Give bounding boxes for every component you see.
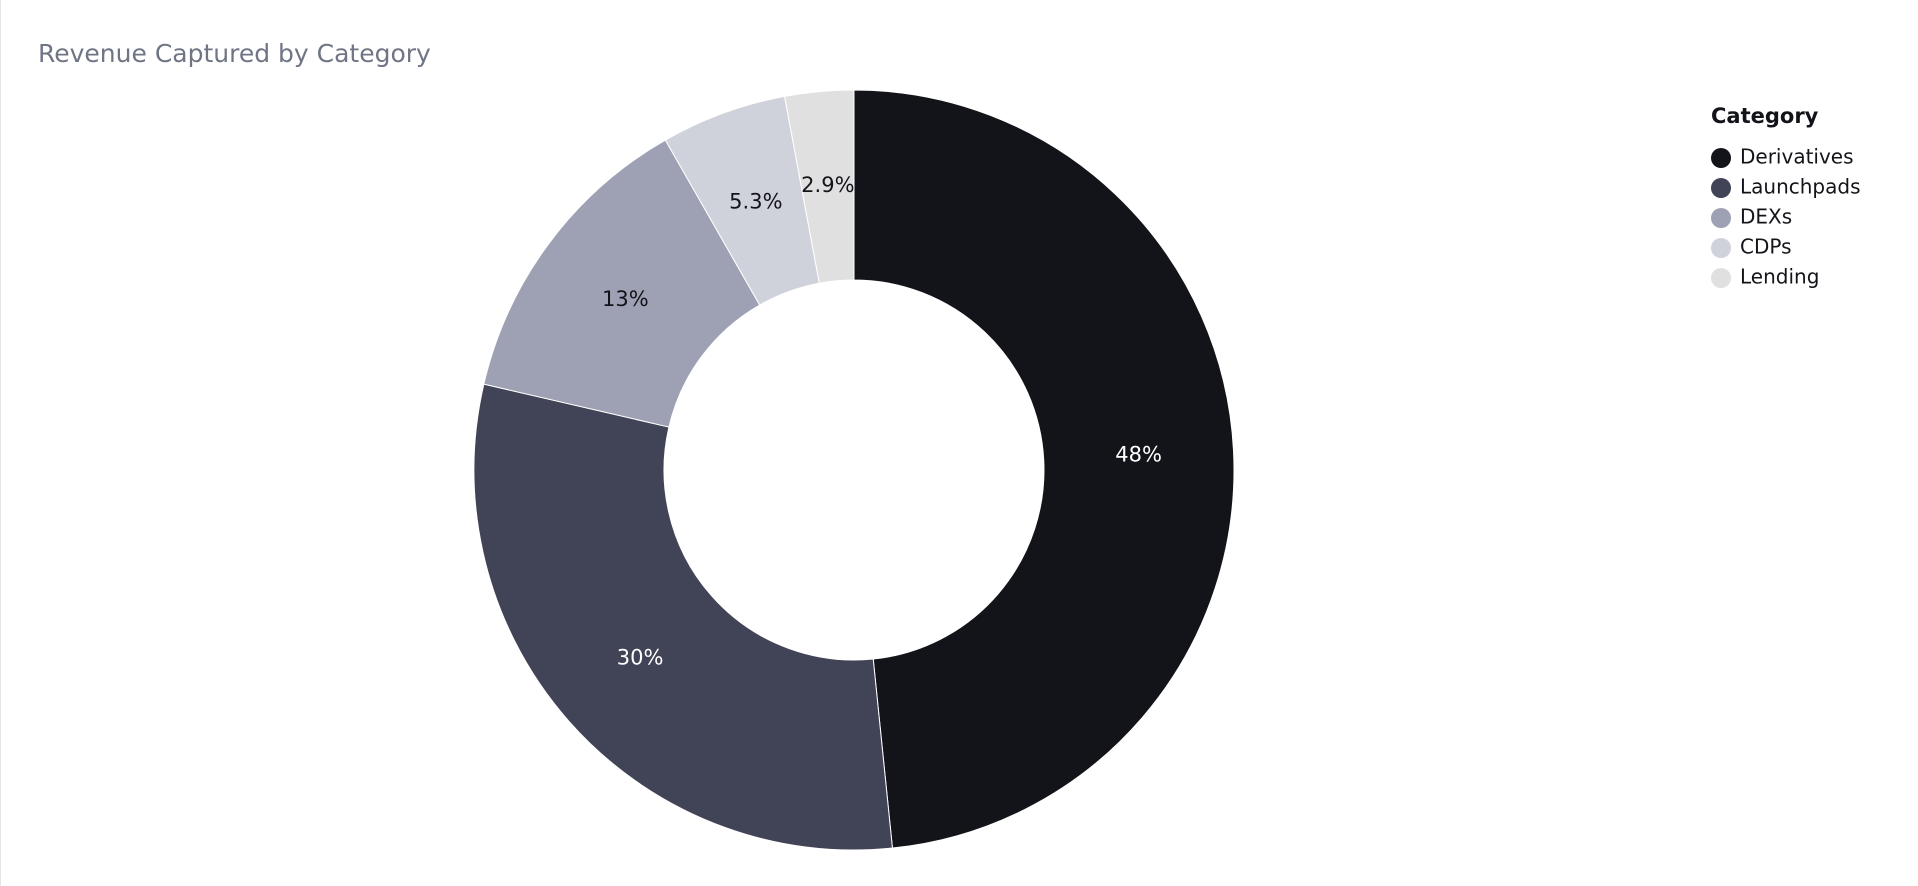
legend-label: DEXs <box>1740 205 1792 229</box>
legend-label: Derivatives <box>1740 145 1854 169</box>
slice-label: 30% <box>617 645 664 669</box>
chart-title: Revenue Captured by Category <box>38 39 431 68</box>
donut-slice <box>483 139 761 428</box>
slice-label: 48% <box>1115 443 1162 467</box>
legend-marker <box>1711 148 1731 168</box>
donut-slice <box>473 383 893 851</box>
slice-label: 5.3% <box>729 189 782 213</box>
slice-label: 2.9% <box>801 173 854 197</box>
legend-marker <box>1711 208 1731 228</box>
donut-slice <box>784 89 855 284</box>
legend-marker <box>1711 268 1731 288</box>
legend-label: Launchpads <box>1740 175 1861 199</box>
legend-marker <box>1711 238 1731 258</box>
legend-label: CDPs <box>1740 235 1792 259</box>
donut-slice <box>853 89 1235 849</box>
legend-title: Category <box>1711 104 1819 128</box>
slice-label: 13% <box>602 287 649 311</box>
legend-marker <box>1711 178 1731 198</box>
legend-label: Lending <box>1740 265 1819 289</box>
